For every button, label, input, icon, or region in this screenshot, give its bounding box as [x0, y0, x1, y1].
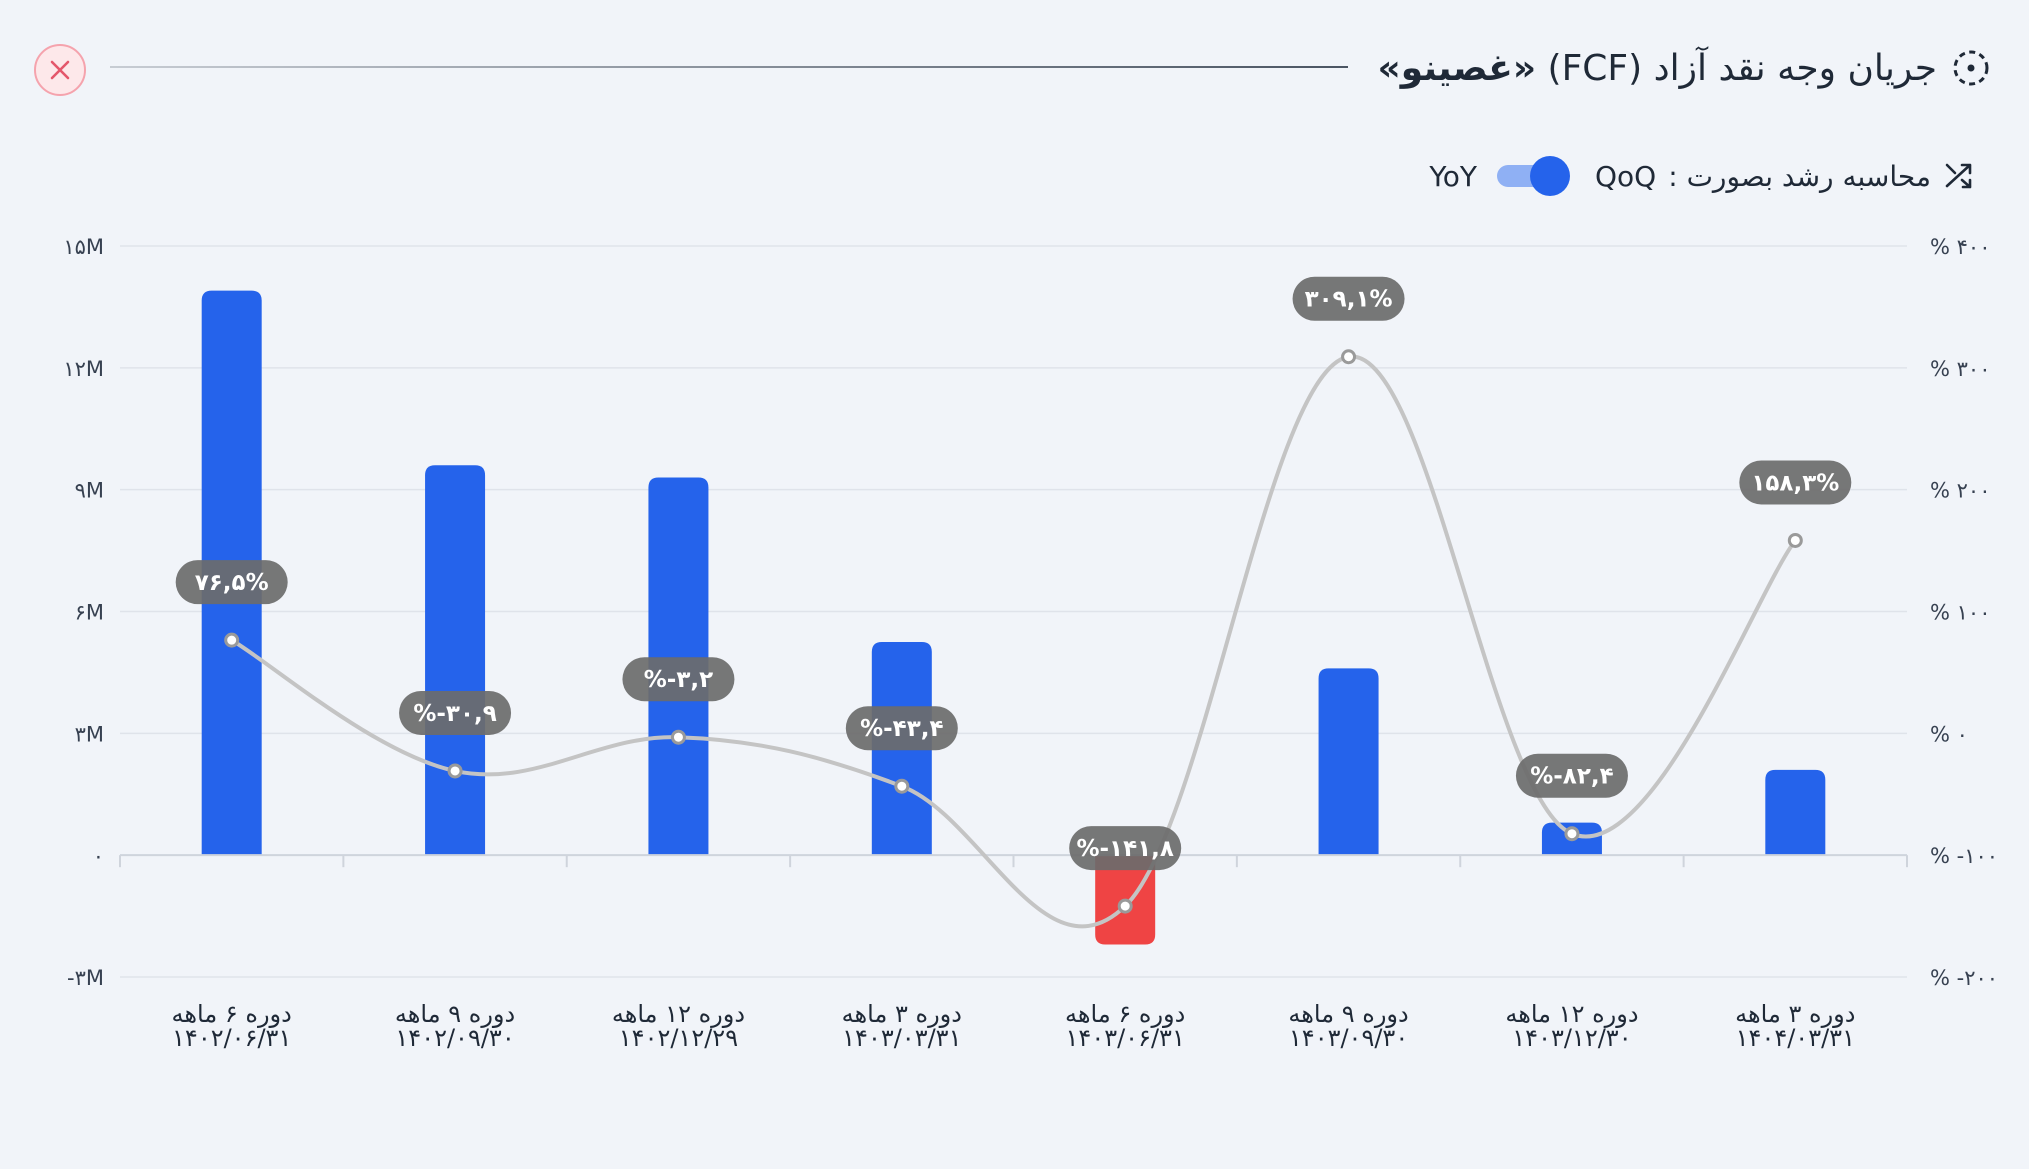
growth-toggle-label: محاسبه رشد بصورت : [1668, 159, 1931, 193]
growth-label-text: ۳۰۹,۱% [1305, 287, 1393, 313]
growth-point[interactable] [1564, 826, 1580, 842]
fcf-bars [201, 290, 1826, 945]
growth-label-bubble [1739, 460, 1852, 505]
growth-toggle-row: محاسبه رشد بصورت : QoQ YoY [1429, 156, 1975, 196]
grid-lines [120, 245, 1907, 978]
x-tick-label-period: دوره ۱۲ ماهه [612, 1000, 745, 1028]
growth-label-bubble [175, 560, 288, 605]
growth-label-bubble [399, 690, 512, 735]
growth-label-bubble [622, 657, 735, 702]
left-tick-label: ۹M [75, 479, 104, 503]
growth-line [224, 349, 1803, 929]
growth-mode-switch[interactable] [1497, 156, 1571, 196]
x-tick-label-period: دوره ۹ ماهه [1288, 1000, 1408, 1028]
yoy-option[interactable]: YoY [1429, 159, 1478, 193]
x-tick-label-period: دوره ۳ ماهه [1735, 1000, 1855, 1028]
growth-label-bubble [845, 706, 958, 751]
growth-label-bubble [1292, 276, 1405, 321]
growth-labels: ۷۶,۵% %-۳۰,۹ %-۳,۲ %-۴۳,۴ %-۱۴۱,۸ ۳۰۹,۱% %-۸۲,… [175, 276, 1852, 871]
left-tick-label: ۱۵M [63, 235, 104, 259]
left-tick-label: ۰ [93, 844, 104, 868]
growth-point[interactable] [1341, 349, 1357, 365]
growth-point[interactable] [1117, 898, 1133, 914]
growth-label-bubble [1069, 826, 1182, 871]
x-tick-label-period: دوره ۶ ماهه [172, 1000, 292, 1028]
x-tick-label-date: ۱۴۰۳/۰۳/۳۱ [842, 1024, 961, 1052]
growth-label-text: ۱۵۸,۳% [1751, 470, 1839, 496]
company-name: «غصینو» [1377, 47, 1537, 89]
x-tick-label-period: دوره ۱۲ ماهه [1505, 1000, 1638, 1028]
right-tick-label: % ۰ [1930, 722, 1968, 746]
switch-knob[interactable] [1530, 156, 1571, 196]
growth-point[interactable] [670, 729, 686, 745]
growth-label-text: %-۱۴۱,۸ [1076, 836, 1173, 862]
right-tick-label: % ۴۰۰ [1930, 235, 1990, 259]
growth-label-bubble [1515, 753, 1628, 798]
fcf-bar[interactable] [1318, 668, 1379, 856]
dashed-circle-icon [1953, 50, 1989, 86]
close-icon [50, 60, 70, 80]
title-divider [110, 66, 1348, 68]
growth-point[interactable] [224, 632, 240, 648]
x-tick-label-date: ۱۴۰۴/۰۳/۳۱ [1736, 1024, 1855, 1052]
left-tick-label: ۶M [75, 601, 104, 625]
growth-point[interactable] [1787, 532, 1803, 548]
x-tick-label-period: دوره ۶ ماهه [1065, 1000, 1185, 1028]
growth-label-text: ۷۶,۵% [195, 570, 269, 596]
left-tick-label: ۱۲M [63, 357, 104, 381]
qoq-option[interactable]: QoQ [1595, 159, 1657, 193]
left-y-axis: -۳M ۰ ۳M ۶M ۹M ۱۲M ۱۵M [63, 235, 104, 990]
growth-point[interactable] [894, 778, 910, 794]
x-tick-label-date: ۱۴۰۲/۰۶/۳۱ [172, 1024, 291, 1052]
right-tick-label: % ۱۰۰ [1930, 601, 1990, 625]
growth-label-text: %-۴۳,۴ [860, 716, 943, 742]
growth-label-text: %-۳۰,۹ [413, 701, 496, 727]
x-tick-label-period: دوره ۳ ماهه [842, 1000, 962, 1028]
x-tick-label-date: ۱۴۰۳/۰۹/۳۰ [1289, 1024, 1408, 1052]
right-tick-label: % -۱۰۰ [1930, 844, 1998, 868]
page-title: جریان وجه نقد آزاد (FCF) «غصینو» [1378, 48, 1937, 89]
growth-point[interactable] [447, 763, 463, 779]
x-tick-label-period: دوره ۹ ماهه [395, 1000, 515, 1028]
x-tick-label-date: ۱۴۰۲/۱۲/۲۹ [619, 1024, 738, 1052]
growth-arrows-icon [1945, 163, 1972, 189]
fcf-bar[interactable] [1765, 769, 1826, 856]
x-tick-label-date: ۱۴۰۲/۰۹/۳۰ [395, 1024, 514, 1052]
growth-label-text: %-۸۲,۴ [1530, 764, 1613, 790]
right-tick-label: % -۲۰۰ [1930, 966, 1998, 990]
left-tick-label: -۳M [67, 966, 104, 990]
fcf-bar[interactable] [425, 465, 486, 856]
x-tick-label-date: ۱۴۰۳/۰۶/۳۱ [1066, 1024, 1185, 1052]
chart-header: جریان وجه نقد آزاد (FCF) «غصینو» [1378, 40, 1991, 96]
x-tick-label-date: ۱۴۰۳/۱۲/۳۰ [1512, 1024, 1631, 1052]
growth-label-text: %-۳,۲ [644, 667, 713, 693]
left-tick-label: ۳M [75, 722, 104, 746]
right-tick-label: % ۳۰۰ [1930, 357, 1990, 381]
close-button[interactable] [34, 44, 86, 96]
right-tick-label: % ۲۰۰ [1930, 479, 1990, 503]
right-y-axis: % -۲۰۰ % -۱۰۰ % ۰ % ۱۰۰ % ۲۰۰ % ۳۰۰ % ۴۰۰ [1930, 235, 1998, 990]
chart-title: جریان وجه نقد آزاد (FCF) [1547, 47, 1937, 89]
